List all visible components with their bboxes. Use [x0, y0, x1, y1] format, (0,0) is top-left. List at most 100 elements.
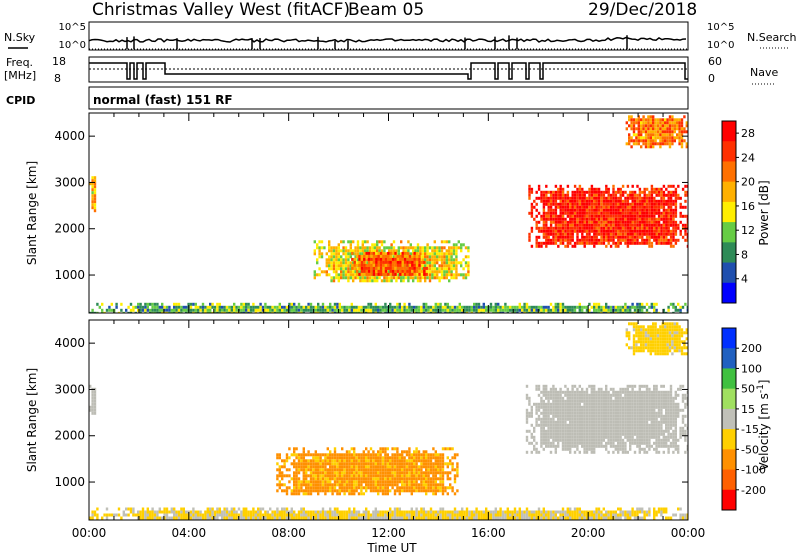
- power-cell: [397, 276, 400, 280]
- velocity-cell: [605, 432, 608, 436]
- power-colorbar-swatch: [722, 282, 736, 304]
- velocity-cell: [396, 486, 399, 490]
- velocity-cell: [341, 462, 344, 466]
- power-cell: [542, 193, 546, 197]
- velocity-cell: [619, 420, 622, 424]
- power-cell: [537, 196, 541, 200]
- power-cell: [655, 229, 658, 233]
- velocity-cell: [312, 489, 315, 493]
- velocity-cell: [293, 480, 296, 484]
- velocity-cell: [605, 420, 608, 424]
- power-cell: [669, 244, 673, 248]
- velocity-cell: [307, 465, 310, 469]
- power-colorbar-tick-label: 12: [741, 224, 755, 237]
- power-cell: [655, 241, 658, 245]
- power-cell: [668, 127, 672, 131]
- velocity-cell: [566, 405, 569, 409]
- power-cell: [467, 255, 470, 259]
- power-cell: [557, 217, 560, 221]
- power-cell: [631, 184, 634, 188]
- power-cell: [617, 238, 620, 242]
- power-cell: [161, 302, 164, 306]
- power-cell: [561, 187, 565, 191]
- power-cell: [542, 190, 546, 194]
- power-cell: [450, 258, 453, 262]
- power-cell: [344, 276, 348, 280]
- power-cell: [535, 202, 538, 206]
- power-cell: [542, 305, 545, 309]
- velocity-cell: [355, 486, 358, 490]
- velocity-cell: [384, 483, 387, 487]
- power-cell: [642, 136, 645, 140]
- velocity-cell: [362, 477, 365, 481]
- power-cell: [583, 196, 586, 200]
- power-cell: [359, 279, 362, 283]
- velocity-cell: [554, 435, 557, 439]
- velocity-cell: [573, 423, 577, 427]
- cpid-label: CPID: [6, 94, 35, 107]
- power-cell: [433, 255, 436, 259]
- velocity-cell: [621, 396, 625, 400]
- velocity-cell: [542, 405, 545, 409]
- velocity-cell: [408, 447, 411, 451]
- velocity-cell: [405, 486, 409, 490]
- velocity-cell: [612, 399, 615, 403]
- power-cell: [573, 202, 577, 206]
- velocity-cell: [314, 456, 317, 460]
- power-cell: [643, 199, 646, 203]
- power-cell: [390, 249, 393, 253]
- velocity-cell: [588, 423, 591, 427]
- velocity-cell: [617, 432, 620, 436]
- velocity-cell: [343, 486, 346, 490]
- power-cell: [367, 260, 371, 264]
- power-cell: [307, 305, 310, 309]
- power-cell: [554, 190, 558, 194]
- velocity-cell: [437, 486, 440, 490]
- power-cell: [666, 121, 669, 125]
- velocity-cell: [607, 450, 610, 454]
- power-cell: [648, 223, 651, 227]
- velocity-cell: [432, 468, 435, 472]
- velocity-cell: [561, 441, 565, 445]
- velocity-cell: [401, 459, 404, 463]
- power-cell: [654, 127, 657, 131]
- velocity-cell: [307, 453, 310, 457]
- power-cell: [650, 208, 654, 212]
- power-cell: [631, 202, 634, 206]
- power-cell: [189, 305, 193, 309]
- power-cell: [672, 223, 675, 227]
- velocity-cell: [552, 390, 555, 394]
- velocity-cell: [302, 456, 305, 460]
- power-cell: [595, 238, 598, 242]
- power-cell: [173, 308, 176, 312]
- power-cell: [452, 267, 456, 271]
- velocity-cell: [290, 477, 293, 481]
- velocity-cell: [528, 396, 531, 400]
- power-cell: [421, 249, 424, 253]
- velocity-cell: [350, 471, 353, 475]
- power-cell: [672, 302, 675, 306]
- velocity-cell: [345, 453, 349, 457]
- power-cell: [632, 124, 636, 128]
- power-cell: [669, 193, 673, 197]
- velocity-cell: [338, 453, 341, 457]
- velocity-cell: [535, 420, 538, 424]
- velocity-cell: [360, 483, 363, 487]
- velocity-cell: [595, 420, 598, 424]
- velocity-cell: [350, 480, 353, 484]
- velocity-cell: [365, 483, 368, 487]
- power-cell: [588, 199, 591, 203]
- power-cell: [312, 305, 315, 309]
- power-cell: [547, 214, 550, 218]
- velocity-cell: [617, 438, 620, 442]
- power-cell: [434, 311, 437, 313]
- velocity-cell: [600, 432, 603, 436]
- velocity-cell: [283, 462, 286, 466]
- velocity-cell: [636, 399, 639, 403]
- power-cell: [367, 263, 371, 267]
- power-cell: [549, 211, 553, 215]
- velocity-cell: [420, 474, 423, 478]
- power-cell: [509, 308, 512, 312]
- power-cell: [387, 257, 390, 261]
- velocity-cell: [552, 444, 555, 448]
